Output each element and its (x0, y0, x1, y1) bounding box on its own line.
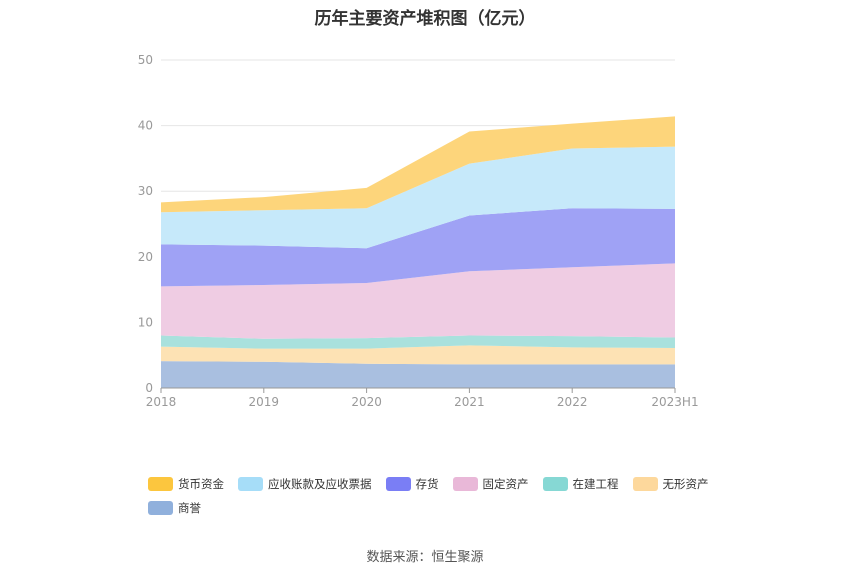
x-tick-label: 2020 (351, 395, 382, 409)
area-固定资产 (161, 263, 675, 339)
legend-label: 在建工程 (572, 477, 619, 491)
legend-label: 应收账款及应收票据 (268, 477, 372, 491)
area-应收账款及应收票据 (161, 146, 675, 249)
x-tick-label: 2021 (454, 395, 485, 409)
chart-title: 历年主要资产堆积图（亿元） (314, 9, 536, 29)
area-series (161, 116, 675, 388)
y-tick-label: 20 (138, 250, 153, 264)
area-存货 (161, 208, 675, 287)
legend-item[interactable]: 在建工程 (542, 472, 619, 496)
data-source: 数据来源：恒生聚源 (366, 550, 484, 565)
y-tick-label: 0 (145, 381, 153, 395)
area-商誉 (161, 361, 675, 388)
legend-label: 无形资产 (662, 477, 709, 491)
legend-swatch (452, 477, 478, 491)
x-tick-label: 2022 (557, 395, 588, 409)
legend-item[interactable]: 存货 (385, 472, 439, 496)
legend-label: 货币资金 (178, 477, 224, 491)
area-在建工程 (161, 335, 675, 349)
legend: 货币资金 应收账款及应收票据 存货 固定资产 在建工程 无形资产商誉 (148, 472, 728, 520)
legend-item[interactable]: 固定资产 (452, 472, 529, 496)
legend-item[interactable]: 应收账款及应收票据 (238, 472, 372, 496)
axes: 0 10 20 30 40 50 2018 2019 2020 2021 2022 2023H1 (138, 53, 699, 409)
legend-swatch (148, 501, 173, 515)
x-tick-label: 2023H1 (651, 395, 698, 409)
legend-label: 商誉 (178, 501, 201, 515)
legend-swatch (238, 477, 263, 491)
legend-label: 存货 (415, 477, 439, 491)
legend-item[interactable]: 商誉 (148, 496, 201, 520)
y-tick-label: 40 (138, 119, 153, 133)
y-tick-label: 50 (138, 53, 153, 67)
legend-swatch (632, 477, 658, 491)
legend-item[interactable]: 货币资金 (148, 472, 224, 496)
area-货币资金 (161, 116, 675, 213)
x-tick-label: 2019 (249, 395, 280, 409)
area-无形资产 (161, 345, 675, 365)
legend-swatch (148, 477, 173, 491)
y-tick-label: 10 (138, 315, 153, 329)
legend-label: 固定资产 (482, 477, 529, 491)
x-tick-label: 2018 (146, 395, 177, 409)
legend-swatch (542, 477, 568, 491)
legend-item[interactable]: 无形资产 (632, 472, 709, 496)
y-tick-label: 30 (138, 184, 153, 198)
legend-swatch (385, 477, 411, 491)
